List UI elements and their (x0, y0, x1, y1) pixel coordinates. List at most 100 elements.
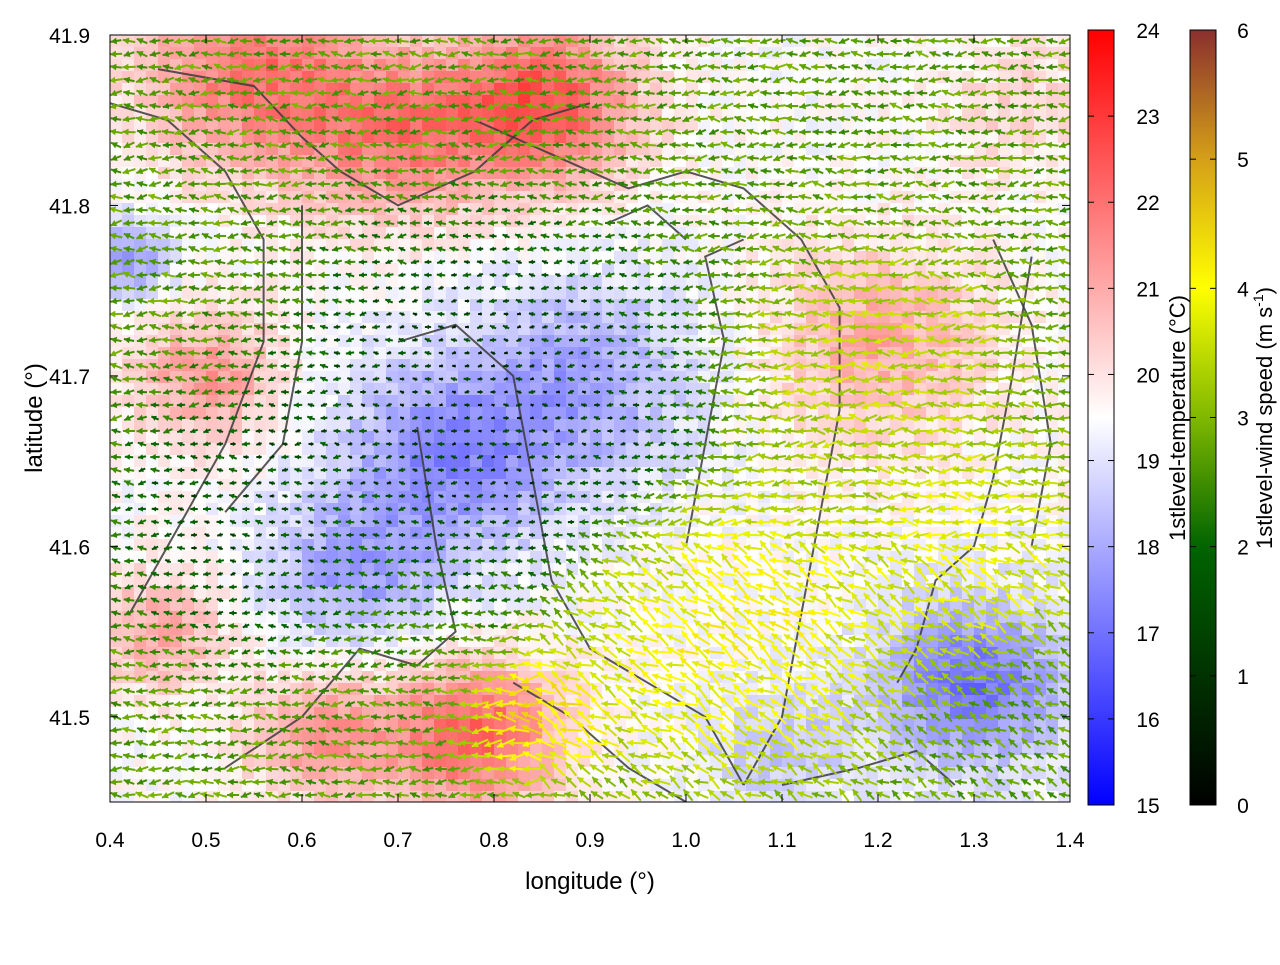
heatmap-cell (122, 587, 135, 600)
heatmap-cell (482, 527, 495, 540)
heatmap-cell (914, 527, 927, 540)
heatmap-cell (506, 107, 519, 120)
heatmap-cell (206, 335, 219, 348)
heatmap-cell (302, 587, 315, 600)
heatmap-cell (194, 179, 207, 192)
heatmap-cell (566, 479, 579, 492)
heatmap-cell (482, 419, 495, 432)
heatmap-cell (194, 755, 207, 768)
heatmap-cell (182, 479, 195, 492)
heatmap-cell (170, 119, 183, 132)
heatmap-cell (1034, 719, 1047, 732)
heatmap-cell (674, 215, 687, 228)
heatmap-cell (398, 323, 411, 336)
heatmap-cell (314, 71, 327, 84)
heatmap-cell (506, 563, 519, 576)
heatmap-cell (386, 371, 399, 384)
heatmap-cell (986, 71, 999, 84)
heatmap-cell (170, 107, 183, 120)
heatmap-cell (386, 491, 399, 504)
heatmap-cell (170, 275, 183, 288)
heatmap-cell (254, 587, 267, 600)
heatmap-cell (446, 467, 459, 480)
heatmap-cell (470, 587, 483, 600)
heatmap-cell (194, 131, 207, 144)
heatmap-cell (494, 479, 507, 492)
heatmap-cell (1034, 323, 1047, 336)
heatmap-cell (530, 527, 543, 540)
heatmap-cell (194, 203, 207, 216)
heatmap-cell (290, 419, 303, 432)
heatmap-cell (182, 107, 195, 120)
heatmap-cell (482, 383, 495, 396)
heatmap-cell (350, 539, 363, 552)
heatmap-cell (494, 227, 507, 240)
heatmap-cell (350, 371, 363, 384)
heatmap-cell (110, 575, 123, 588)
heatmap-cell (122, 755, 135, 768)
heatmap-cell (182, 755, 195, 768)
heatmap-cell (206, 479, 219, 492)
heatmap-cell (338, 587, 351, 600)
heatmap-cell (566, 227, 579, 240)
heatmap-cell (530, 479, 543, 492)
heatmap-cell (194, 623, 207, 636)
heatmap-cell (518, 59, 531, 72)
heatmap-cell (338, 275, 351, 288)
heatmap-cell (398, 395, 411, 408)
heatmap-cell (470, 323, 483, 336)
heatmap-cell (122, 431, 135, 444)
heatmap-cell (458, 371, 471, 384)
heatmap-cell (446, 431, 459, 444)
heatmap-cell (494, 335, 507, 348)
heatmap-cell (134, 107, 147, 120)
heatmap-cell (206, 407, 219, 420)
heatmap-cell (146, 119, 159, 132)
heatmap-cell (206, 359, 219, 372)
heatmap-cell (266, 371, 279, 384)
heatmap-cell (194, 671, 207, 684)
heatmap-cell (110, 743, 123, 756)
heatmap-cell (194, 35, 207, 48)
heatmap-cell (206, 719, 219, 732)
heatmap-cell (530, 335, 543, 348)
heatmap-cell (398, 419, 411, 432)
heatmap-cell (662, 371, 675, 384)
heatmap-cell (242, 491, 255, 504)
heatmap-cell (110, 599, 123, 612)
heatmap-cell (350, 419, 363, 432)
heatmap-cell (182, 743, 195, 756)
heatmap-cell (194, 443, 207, 456)
heatmap-cell (374, 383, 387, 396)
heatmap-cell (146, 599, 159, 612)
heatmap-cell (674, 71, 687, 84)
heatmap-cell (182, 623, 195, 636)
heatmap-cell (854, 323, 867, 336)
heatmap-cell (110, 107, 123, 120)
heatmap-cell (458, 275, 471, 288)
heatmap-cell (302, 479, 315, 492)
heatmap-cell (386, 467, 399, 480)
heatmap-cell (158, 215, 171, 228)
heatmap-cell (206, 611, 219, 624)
heatmap-cell (206, 563, 219, 576)
heatmap-cell (158, 599, 171, 612)
heatmap-cell (494, 491, 507, 504)
heatmap-cell (410, 323, 423, 336)
heatmap-cell (302, 311, 315, 324)
heatmap-cell (338, 323, 351, 336)
heatmap-cell (314, 167, 327, 180)
heatmap-cell (662, 443, 675, 456)
heatmap-cell (494, 419, 507, 432)
heatmap-cell (110, 119, 123, 132)
heatmap-cell (890, 275, 903, 288)
heatmap-cell (170, 743, 183, 756)
heatmap-cell (482, 275, 495, 288)
heatmap-cell (998, 167, 1011, 180)
heatmap-cell (206, 683, 219, 696)
heatmap-cell (698, 755, 711, 768)
heatmap-cell (242, 527, 255, 540)
heatmap-cell (206, 635, 219, 648)
heatmap-cell (254, 479, 267, 492)
heatmap-cell (218, 191, 231, 204)
